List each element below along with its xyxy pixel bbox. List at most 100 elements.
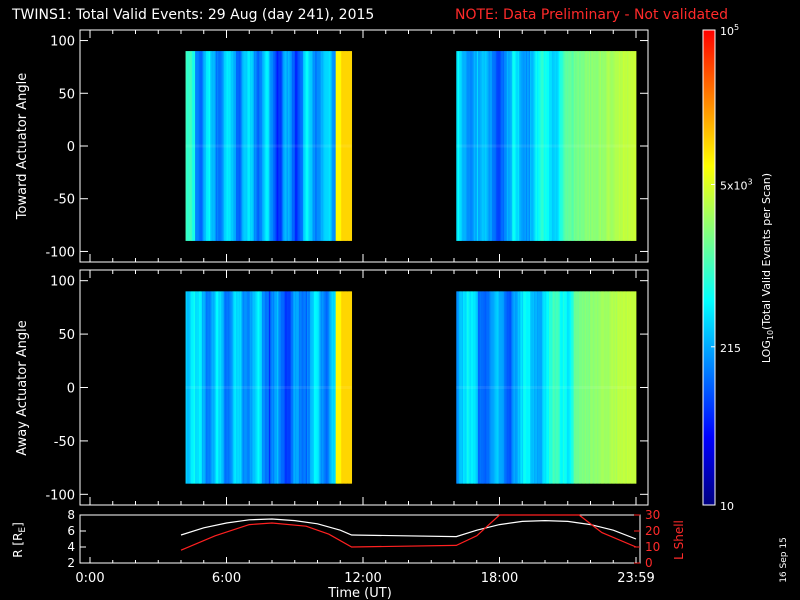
heatmap-cell: [520, 291, 523, 484]
heatmap-cell: [605, 51, 607, 241]
heatmap-cell: [566, 291, 569, 484]
heatmap-cell: [282, 291, 285, 484]
heatmap-cell: [285, 291, 287, 484]
heatmap-cell: [229, 291, 231, 484]
heatmap-cell: [596, 51, 599, 241]
heatmap-cell: [189, 291, 192, 484]
heatmap-cell: [277, 51, 279, 241]
heatmap-cell: [456, 291, 459, 484]
heatmap-cell: [263, 51, 266, 241]
heatmap-cell: [554, 291, 557, 484]
heatmap-cell: [557, 51, 560, 241]
heatmap-cell: [547, 51, 550, 241]
heatmap-cell: [322, 291, 324, 484]
heatmap-cell: [599, 51, 602, 241]
heatmap-cell: [221, 291, 223, 484]
heatmap-cell: [472, 51, 475, 241]
heatmap-cell: [188, 51, 191, 241]
heatmap-cell: [324, 51, 327, 241]
heatmap-cell: [185, 51, 188, 241]
heatmap-cell: [501, 51, 504, 241]
heatmap-cell: [478, 51, 480, 241]
heatmap-cell: [561, 51, 564, 241]
heatmap-cell: [292, 291, 294, 484]
heatmap-cell: [572, 291, 575, 484]
heatmap-cell: [467, 51, 469, 241]
heatmap-cell: [531, 291, 534, 484]
heatmap-cell: [536, 291, 539, 484]
heatmap-cell: [261, 291, 264, 484]
heatmap-cell: [313, 291, 316, 484]
heatmap-cell: [185, 291, 188, 484]
heatmap-cell: [585, 291, 588, 484]
heatmap-cell: [199, 51, 201, 241]
heatmap-cell: [334, 51, 337, 241]
radius-tick-label-1: 6: [67, 524, 75, 538]
lshell-ylabel: L Shell: [672, 520, 686, 560]
toward-yticks: 100 50 0 -50 -100: [45, 30, 648, 262]
heatmap-cell: [632, 51, 635, 241]
heatmap-cell: [491, 291, 494, 484]
heatmap-cell: [572, 51, 575, 241]
heatmap-cell: [521, 291, 524, 484]
heatmap-cell: [323, 291, 326, 484]
heatmap-cell: [471, 291, 474, 484]
heatmap-cell: [274, 51, 277, 241]
heatmap-cell: [345, 51, 348, 241]
heatmap-cell: [603, 51, 606, 241]
ytick-label-1-4: -100: [45, 488, 75, 503]
heatmap-cell: [539, 51, 542, 241]
heatmap-cell: [591, 291, 594, 484]
radius-ylabel-tail: ]: [11, 522, 25, 527]
radius-ylabel: R [RE]: [11, 522, 28, 558]
heatmap-cell: [231, 51, 234, 241]
heatmap-cell: [609, 51, 611, 241]
heatmap-cell: [568, 51, 570, 241]
heatmap-cell: [463, 51, 465, 241]
heatmap-cell: [457, 291, 460, 484]
lshell-tick-label-1: 20: [645, 524, 660, 538]
colorbar-tick-label-3: 10: [720, 500, 734, 513]
heatmap-cell: [542, 51, 545, 241]
heatmap-cell: [278, 291, 281, 484]
heatmap-cell: [319, 291, 322, 484]
heatmap-cell: [489, 51, 491, 241]
heatmap-cell: [345, 291, 348, 484]
date-stamp: 16 Sep 15: [779, 537, 789, 583]
lshell-tick-label-0: 30: [645, 508, 660, 522]
heatmap-cell: [323, 51, 326, 241]
colorbar-tick-exp-1: 3: [748, 177, 753, 186]
heatmap-cell: [620, 51, 622, 241]
heatmap-cell: [585, 51, 588, 241]
heatmap-cell: [223, 51, 226, 241]
heatmap-cell: [508, 291, 510, 484]
heatmap-cell: [553, 51, 555, 241]
heatmap-cell: [253, 51, 256, 241]
heatmap-cell: [219, 291, 222, 484]
heatmap-cell: [584, 51, 587, 241]
heatmap-cell: [575, 51, 577, 241]
colorbar-label-rest: (Total Valid Events per Scan): [760, 173, 773, 330]
lshell-tick-label-3: 0: [645, 556, 653, 570]
time-tick-label-1: 6:00: [212, 571, 241, 586]
heatmap-cell: [603, 291, 606, 484]
toward-heatmap-panel: 100 50 0 -50 -100 Toward Actuator Angle: [15, 29, 649, 263]
heatmap-cell: [476, 51, 479, 241]
heatmap-cell: [510, 51, 513, 241]
heatmap-cell: [241, 291, 244, 484]
time-tick-label-0: 0:00: [75, 571, 104, 586]
heatmap-cell: [628, 291, 631, 484]
heatmap-cell: [320, 51, 323, 241]
heatmap-cell: [528, 51, 531, 241]
heatmap-cell: [554, 51, 557, 241]
heatmap-cell: [611, 291, 614, 484]
heatmap-cell: [504, 291, 506, 484]
heatmap-cell: [248, 291, 251, 484]
heatmap-cell: [633, 51, 636, 241]
heatmap-cell: [517, 51, 520, 241]
heatmap-cell: [550, 51, 553, 241]
heatmap-cell: [512, 291, 515, 484]
heatmap-cell: [498, 291, 501, 484]
heatmap-cell: [236, 51, 238, 241]
